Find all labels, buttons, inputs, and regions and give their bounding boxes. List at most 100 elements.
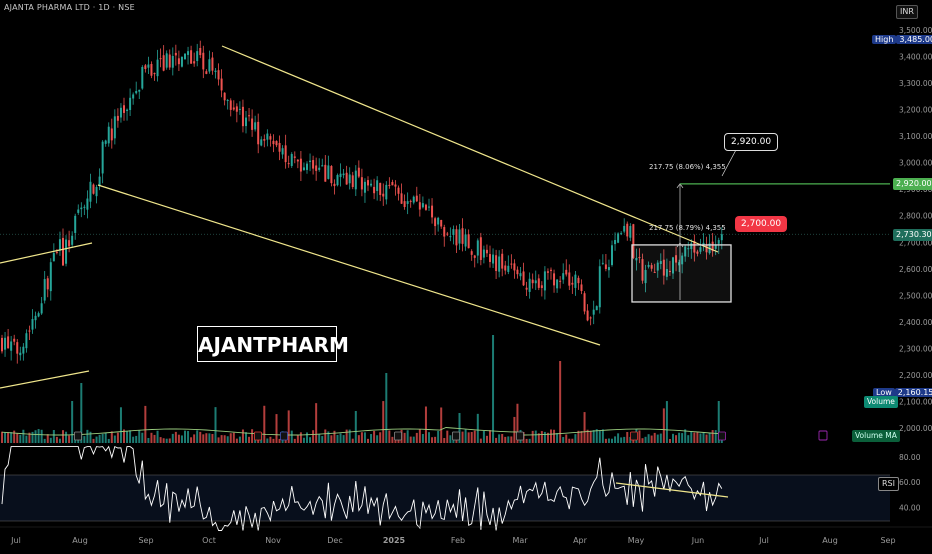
volume-bar [437, 430, 440, 443]
candle-body [281, 148, 284, 155]
volume-bar [418, 429, 421, 443]
volume-bar [28, 432, 31, 443]
candle-body [720, 234, 723, 241]
volume-bar [385, 373, 388, 443]
candle-body [601, 262, 604, 264]
volume-bar [540, 431, 543, 443]
volume-bar [431, 437, 434, 443]
volume-bar [583, 412, 586, 443]
candle-body [55, 251, 58, 253]
candle-body [62, 237, 64, 266]
volume-bar [406, 430, 409, 443]
volume-bar [4, 432, 7, 443]
candle-body [46, 278, 49, 290]
candle-body [617, 233, 620, 243]
candle-body [19, 352, 22, 356]
candle-body [37, 313, 40, 317]
price-tick-label: 2,300.00 [899, 344, 932, 353]
candle-body [71, 235, 74, 245]
currency-label[interactable]: INR [896, 5, 918, 19]
candle-body [10, 341, 13, 351]
candle-body [571, 282, 574, 285]
candle-body [681, 255, 684, 265]
candle-body [498, 256, 501, 272]
candle-body [321, 165, 324, 167]
price-tick-label: 2,700.00 [899, 238, 932, 247]
candle-body [257, 121, 260, 145]
volume-bar [446, 430, 449, 443]
volume-bar [16, 433, 19, 443]
candle-body [168, 54, 171, 68]
volume-bar [55, 436, 58, 443]
volume-bar [513, 416, 516, 443]
candle-body [516, 269, 519, 275]
candle-body [592, 309, 595, 315]
volume-bar [107, 438, 110, 443]
candle-body [650, 265, 653, 269]
candle-body [379, 182, 382, 195]
price-tick-label: 2,400.00 [899, 318, 932, 327]
volume-bar [68, 435, 71, 443]
event-marker [630, 431, 638, 441]
candle-body [202, 52, 205, 70]
low-label: Low 2,160.15 [873, 380, 932, 399]
volume-bar [208, 433, 211, 443]
candle-body [43, 279, 46, 301]
volume-bar [702, 432, 705, 443]
volume-bar [40, 429, 43, 443]
volume-bar [363, 432, 366, 443]
volume-bar [339, 433, 342, 443]
candle-body [141, 66, 144, 89]
candle-body [546, 271, 549, 273]
candle-body [4, 337, 7, 350]
candle-body [324, 164, 327, 182]
target-callout-pointer [721, 147, 738, 177]
volume-bar [461, 431, 464, 443]
candle-body [437, 217, 440, 225]
volume-bar [58, 438, 61, 443]
candle-body [1, 337, 3, 352]
upper-trendline [221, 45, 719, 253]
candle-body [519, 273, 522, 277]
volume-bar [421, 433, 424, 443]
candle-body [373, 186, 376, 194]
candle-body [363, 181, 366, 193]
time-tick-label: Mar [512, 536, 528, 545]
volume-bar [638, 430, 641, 443]
candle-body [485, 249, 488, 254]
volume-bar [379, 432, 382, 443]
volume-bar [13, 430, 16, 443]
volume-bar [141, 432, 144, 443]
volume-bar [116, 432, 119, 443]
candle-body [238, 108, 241, 110]
volume-bar [263, 405, 266, 443]
candle-body [287, 163, 290, 165]
volume-bar [449, 435, 452, 443]
time-tick-label: May [628, 536, 645, 545]
volume-bar [86, 429, 89, 443]
candle-body [159, 58, 162, 60]
volume-bar [113, 435, 116, 443]
candle-body [211, 57, 214, 71]
volume-bar [479, 438, 482, 443]
candle-body [461, 228, 464, 244]
support-trendline-lower [0, 370, 90, 389]
candle-body [119, 107, 122, 118]
volume-bar [309, 437, 312, 443]
candle-body [306, 163, 308, 170]
candle-body [266, 133, 269, 140]
volume-bar [333, 430, 336, 443]
candle-body [675, 255, 678, 263]
volume-bar [424, 406, 427, 443]
candle-body [482, 249, 485, 258]
candle-body [318, 167, 321, 170]
volume-bar [95, 436, 98, 443]
lower-trendline [97, 184, 601, 346]
volume-bar [659, 433, 662, 443]
candle-body [540, 285, 543, 289]
volume-bar [482, 430, 485, 443]
volume-bar [607, 438, 610, 443]
volume-bar [565, 434, 568, 443]
